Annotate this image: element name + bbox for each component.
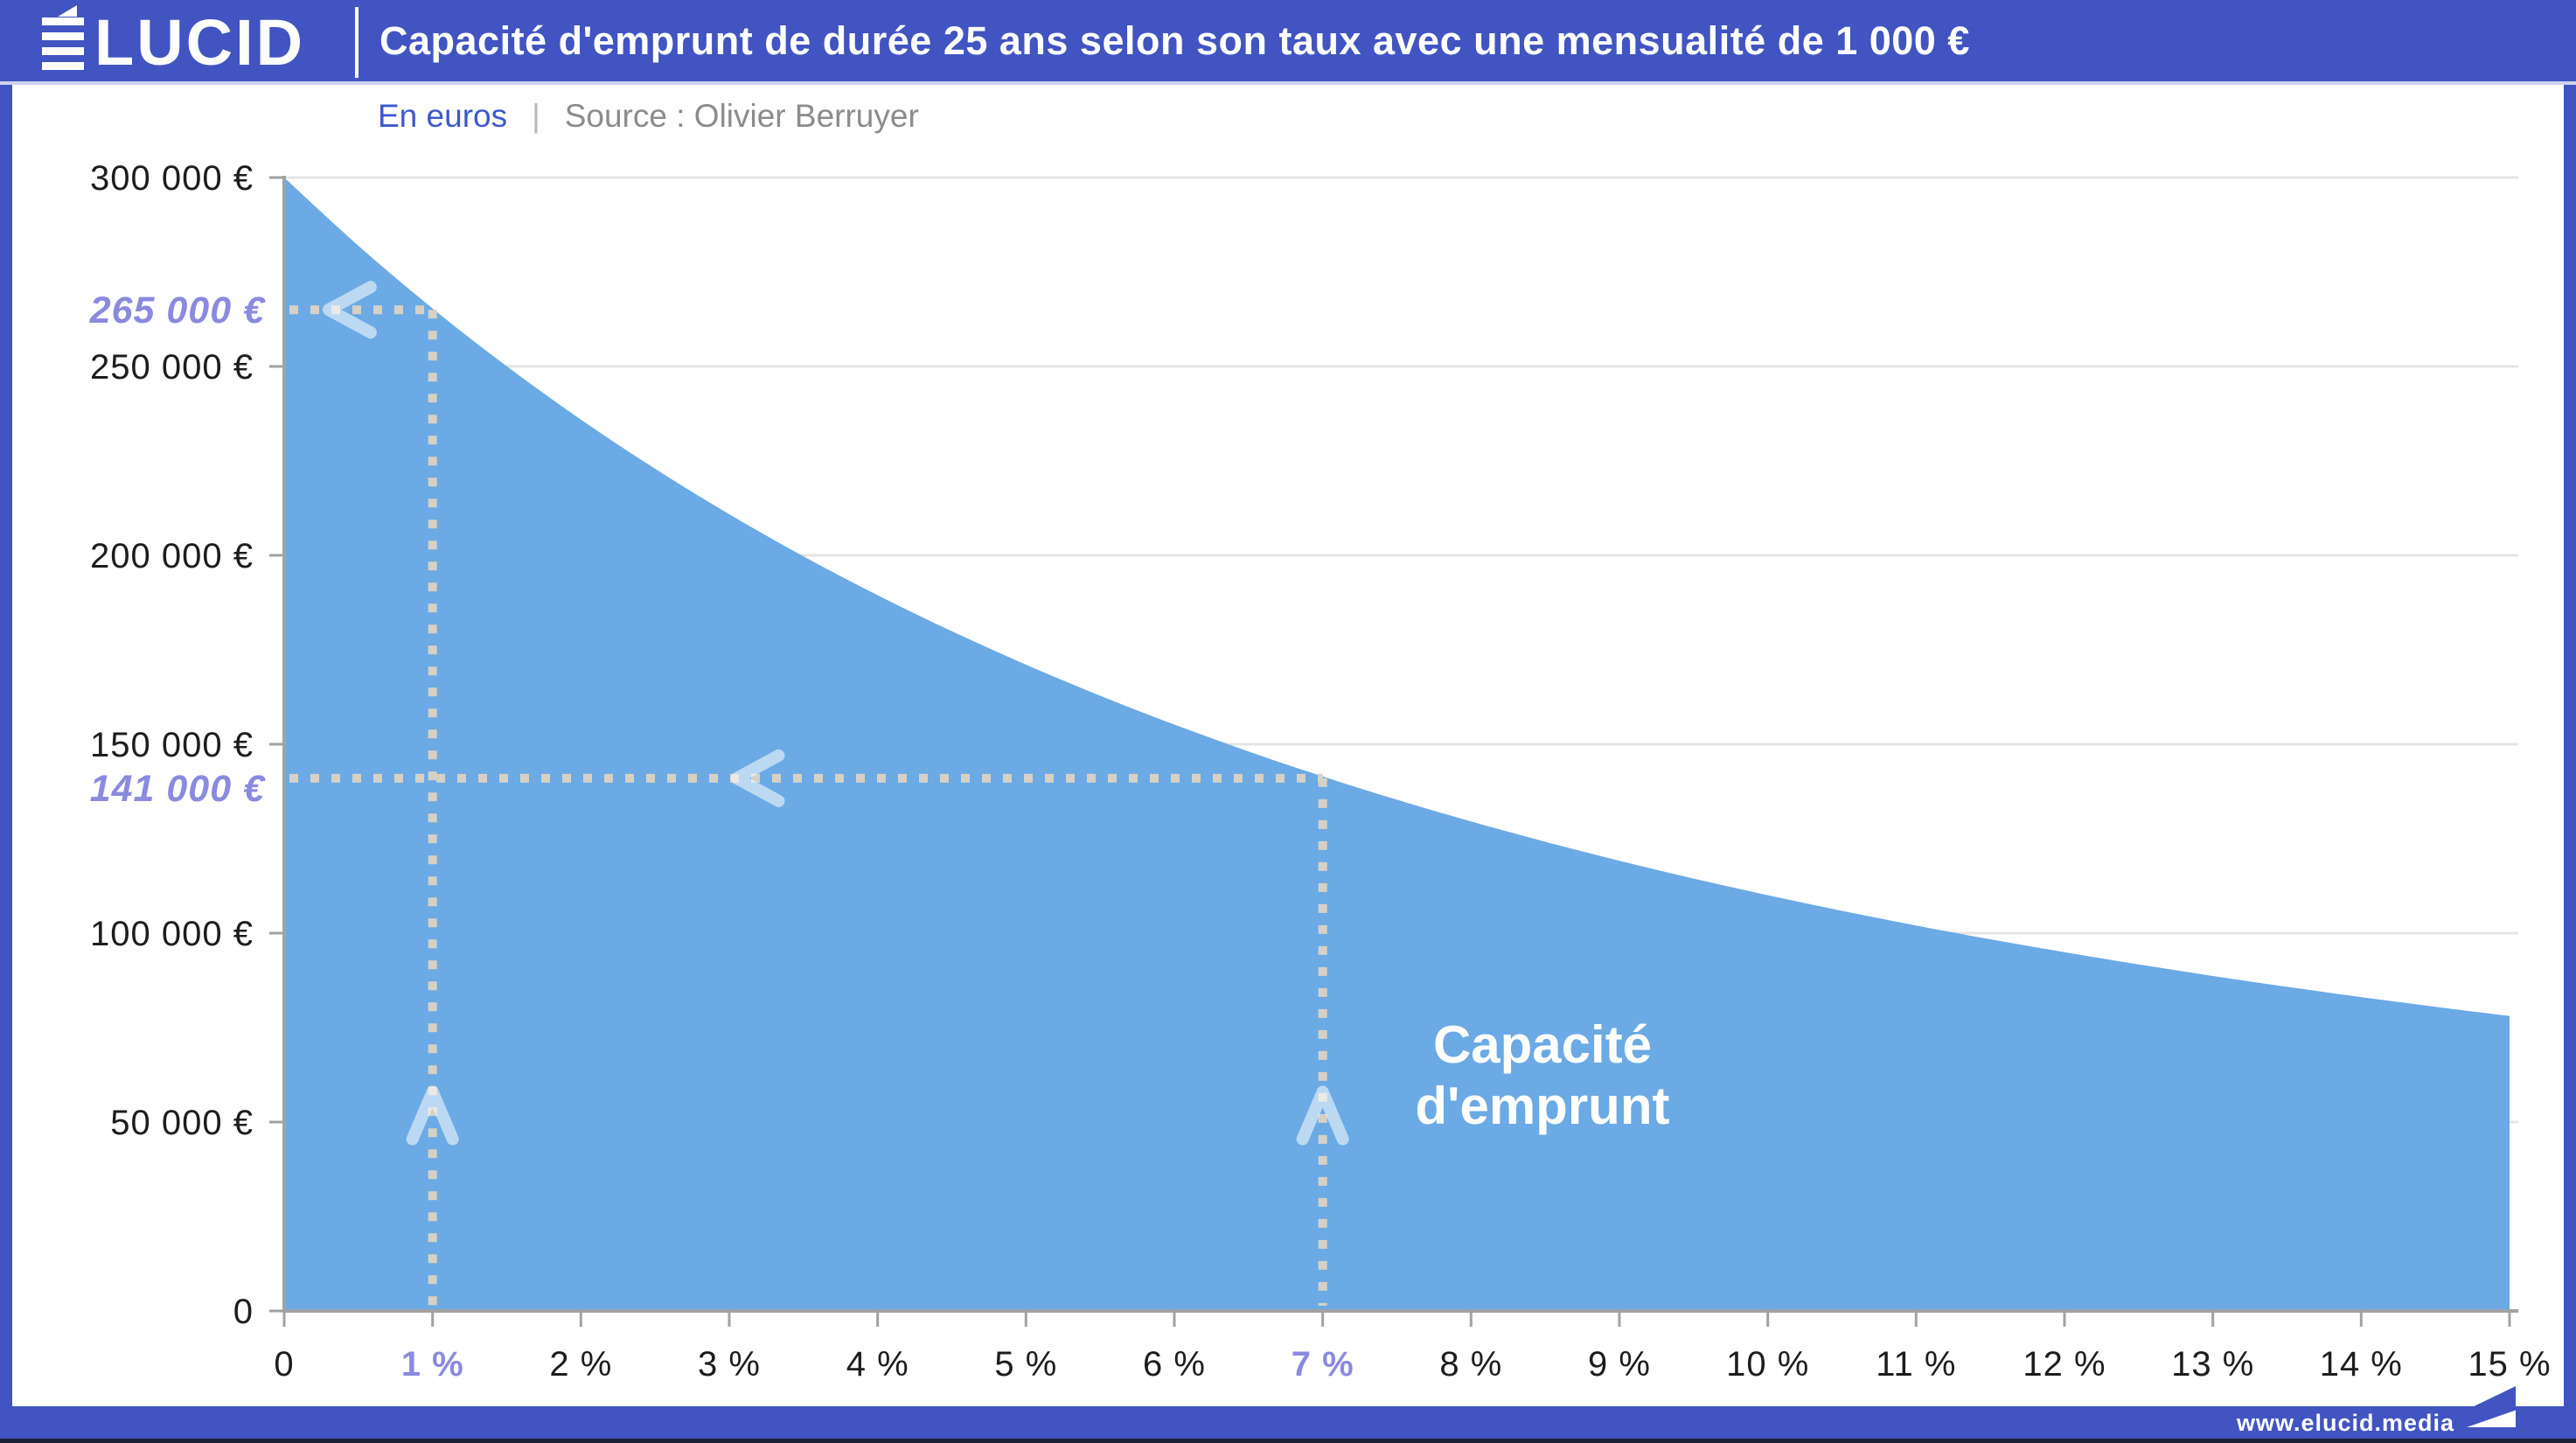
y-tick-label: 0 xyxy=(233,1293,254,1331)
annotation-label: 141 000 € xyxy=(90,768,266,810)
x-tick-label: 6 % xyxy=(1143,1345,1206,1384)
subtitle-row: En euros | Source : Olivier Berruyer xyxy=(378,98,919,135)
y-tick-label: 100 000 € xyxy=(90,915,254,953)
elucid-flag-icon xyxy=(2467,1386,2516,1427)
left-arrow-icon xyxy=(322,281,377,339)
footer-bar xyxy=(0,1406,2576,1443)
annotation-label: 265 000 € xyxy=(89,289,266,331)
x-tick-label: 0 xyxy=(274,1345,294,1384)
flag-blue-triangle xyxy=(2467,1386,2516,1410)
chart-title: Capacité d'emprunt de durée 25 ans selon… xyxy=(379,18,1970,63)
x-tick-label: 5 % xyxy=(994,1345,1057,1384)
x-tick-label: 9 % xyxy=(1588,1345,1651,1384)
x-tick-label: 4 % xyxy=(846,1345,909,1384)
subtitle-separator: | xyxy=(532,98,540,134)
elucid-logo: LUCID xyxy=(42,5,348,80)
x-tick-label: 13 % xyxy=(2171,1345,2254,1384)
y-tick-label: 250 000 € xyxy=(90,348,254,387)
y-tick-label: 300 000 € xyxy=(90,159,254,198)
source-label: Source : Olivier Berruyer xyxy=(564,98,919,134)
header-bar: LUCID Capacité d'emprunt de durée 25 ans… xyxy=(0,0,2576,85)
bottom-accent-line xyxy=(0,1439,2576,1443)
left-arrow-icon xyxy=(730,749,785,807)
capacity-area xyxy=(284,178,2510,1311)
x-tick-label: 15 % xyxy=(2468,1345,2551,1384)
header-divider xyxy=(355,7,359,78)
x-tick-label: 8 % xyxy=(1439,1345,1502,1384)
x-tick-label: 7 % xyxy=(1291,1345,1354,1384)
x-tick-label: 3 % xyxy=(698,1345,761,1384)
flag-white-triangle xyxy=(2467,1410,2516,1427)
elucid-e-icon xyxy=(42,5,84,70)
unit-label: En euros xyxy=(378,98,508,134)
y-tick-label: 50 000 € xyxy=(110,1104,254,1142)
x-tick-label: 10 % xyxy=(1726,1345,1809,1384)
up-arrow-icon xyxy=(1296,1085,1349,1146)
y-tick-label: 150 000 € xyxy=(90,726,254,764)
area-series-label: Capacité d'emprunt xyxy=(1415,1015,1670,1135)
y-tick-label: 200 000 € xyxy=(90,537,254,575)
footer-url: www.elucid.media xyxy=(2236,1410,2454,1436)
x-tick-label: 2 % xyxy=(549,1345,612,1384)
accent-flag-icon xyxy=(58,5,77,17)
x-tick-label: 12 % xyxy=(2023,1345,2106,1384)
right-border xyxy=(2564,0,2576,1443)
x-tick-label: 1 % xyxy=(401,1345,464,1384)
left-border xyxy=(0,0,12,1443)
x-tick-label: 11 % xyxy=(1876,1345,1956,1384)
brand-mark-label: LUCID xyxy=(94,6,306,79)
x-tick-label: 14 % xyxy=(2320,1345,2403,1384)
up-arrow-icon xyxy=(406,1085,459,1146)
